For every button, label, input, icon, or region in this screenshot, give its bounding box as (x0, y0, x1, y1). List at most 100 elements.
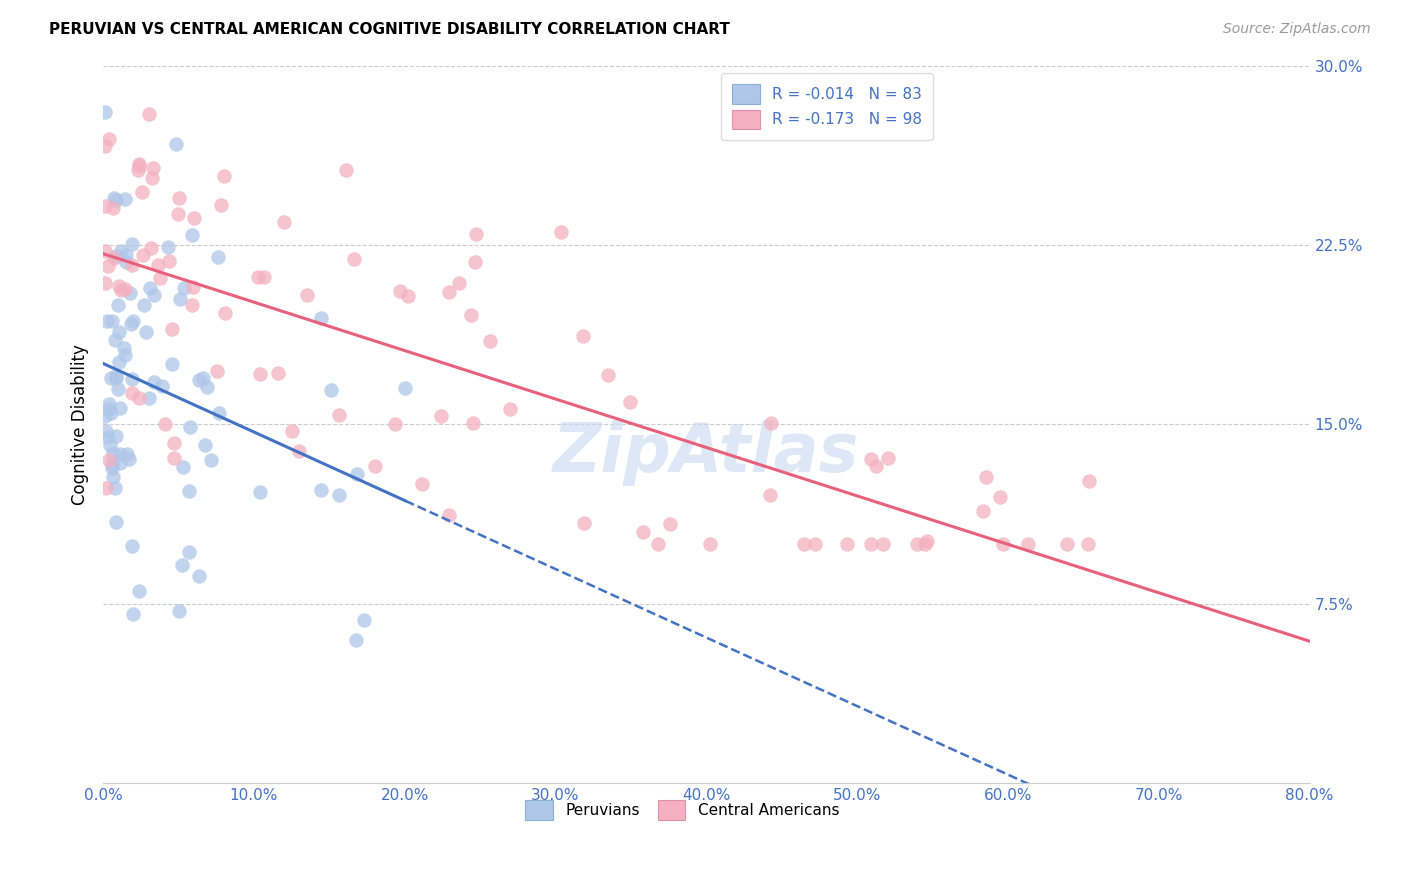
Point (121, 258, 143, 272)
Point (699, 537, 721, 551)
Point (162, 436, 184, 450)
Point (104, 193, 127, 207)
Point (128, 159, 150, 173)
Point (98, 401, 121, 416)
Point (179, 419, 201, 434)
Point (328, 488, 350, 502)
Point (993, 537, 1015, 551)
Point (101, 461, 124, 475)
Point (247, 270, 270, 285)
Point (103, 191, 125, 205)
Point (108, 325, 131, 339)
Point (166, 207, 188, 221)
Point (114, 248, 136, 262)
Point (101, 446, 124, 460)
Point (460, 308, 482, 322)
Point (179, 544, 201, 558)
Point (177, 483, 200, 498)
Point (118, 451, 141, 466)
Point (478, 334, 501, 348)
Point (163, 450, 186, 465)
Point (343, 252, 366, 267)
Point (146, 258, 169, 272)
Y-axis label: Cognitive Disability: Cognitive Disability (72, 344, 89, 505)
Point (188, 569, 211, 583)
Point (135, 326, 157, 340)
Point (384, 417, 406, 431)
Point (96, 314, 118, 328)
Point (1078, 475, 1101, 489)
Point (195, 380, 218, 394)
Point (200, 453, 222, 467)
Point (142, 375, 165, 389)
Point (132, 298, 155, 312)
Point (974, 470, 997, 484)
Point (103, 470, 125, 484)
Point (141, 171, 163, 186)
Point (121, 386, 143, 401)
Point (1056, 537, 1078, 551)
Point (287, 443, 309, 458)
Point (167, 604, 190, 618)
Point (139, 241, 162, 255)
Point (619, 395, 641, 409)
Point (100, 313, 122, 327)
Point (209, 198, 232, 212)
Point (905, 537, 928, 551)
Point (191, 371, 214, 385)
Point (173, 280, 195, 294)
Legend: Peruvians, Central Americans: Peruvians, Central Americans (519, 794, 845, 826)
Point (153, 417, 176, 432)
Point (759, 487, 782, 501)
Point (437, 285, 460, 299)
Point (499, 401, 522, 416)
Point (114, 192, 136, 206)
Point (110, 447, 132, 461)
Point (131, 248, 153, 262)
Point (97, 430, 120, 444)
Point (121, 372, 143, 386)
Point (167, 191, 190, 205)
Point (876, 451, 898, 466)
Point (139, 280, 162, 294)
Point (181, 298, 204, 312)
Point (1077, 537, 1099, 551)
Point (793, 537, 815, 551)
Point (309, 483, 332, 497)
Point (110, 244, 132, 258)
Point (114, 348, 136, 362)
Text: ZipAtlas: ZipAtlas (553, 420, 859, 486)
Text: Source: ZipAtlas.com: Source: ZipAtlas.com (1223, 22, 1371, 37)
Point (344, 633, 367, 648)
Point (394, 381, 416, 395)
Point (142, 161, 165, 175)
Point (94, 244, 117, 258)
Point (131, 185, 153, 199)
Point (249, 368, 271, 382)
Point (865, 458, 887, 473)
Point (972, 503, 994, 517)
Point (208, 406, 231, 420)
Point (207, 250, 229, 264)
Point (804, 537, 827, 551)
Point (94, 424, 117, 438)
Point (105, 515, 128, 529)
Point (114, 282, 136, 296)
Point (115, 447, 138, 461)
Point (94, 105, 117, 120)
Point (107, 382, 129, 396)
Point (157, 239, 180, 253)
Point (108, 279, 131, 293)
Point (194, 437, 217, 451)
Point (97, 259, 120, 273)
Point (110, 401, 132, 415)
Point (98, 453, 121, 467)
Point (988, 490, 1011, 504)
Point (143, 287, 166, 301)
Point (93, 46, 115, 61)
Point (104, 481, 127, 495)
Point (353, 613, 375, 627)
Point (647, 537, 669, 551)
Point (107, 298, 129, 312)
Point (172, 460, 194, 475)
